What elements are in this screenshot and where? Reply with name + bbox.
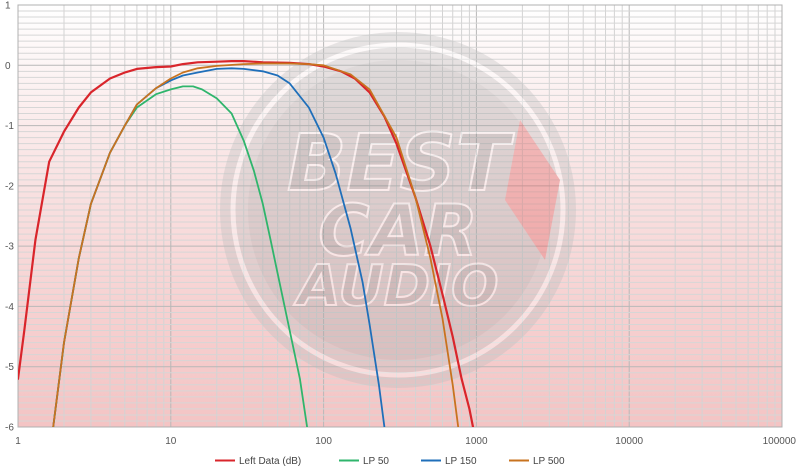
y-tick-label: -6	[5, 423, 14, 434]
x-tick-label: 10000	[615, 436, 643, 447]
x-tick-labels: 1 10 100 1000 10000 100000	[15, 436, 796, 447]
x-tick-label: 100	[315, 436, 332, 447]
y-tick-label: -4	[5, 302, 14, 313]
x-tick-label: 100000	[763, 436, 797, 447]
watermark-logo: BEST CAR AUDIO	[220, 32, 576, 388]
series-group	[18, 59, 475, 427]
watermark-word-best: BEST	[287, 119, 515, 209]
y-tick-label: 1	[5, 1, 11, 12]
grid-lines	[17, 4, 782, 428]
legend-label-3: LP 500	[533, 456, 565, 467]
series-line-0	[18, 59, 475, 427]
x-tick-label: 10	[165, 436, 177, 447]
y-tick-labels: 1 0 -1 -2 -3 -4 -5 -6	[5, 1, 14, 434]
watermark-word-audio: AUDIO	[293, 254, 498, 319]
series-line-3	[52, 62, 460, 427]
legend-label-1: LP 50	[363, 456, 389, 467]
y-tick-label: -1	[5, 121, 14, 132]
x-tick-label: 1	[15, 436, 21, 447]
legend-label-0: Left Data (dB)	[239, 456, 301, 467]
y-tick-label: -2	[5, 181, 14, 192]
y-tick-label: -5	[5, 362, 14, 373]
y-tick-label: -3	[5, 242, 14, 253]
legend: Left Data (dB) LP 50 LP 150 LP 500	[215, 456, 565, 467]
y-tick-label: 0	[5, 61, 11, 72]
legend-label-2: LP 150	[445, 456, 477, 467]
x-tick-label: 1000	[465, 436, 488, 447]
plot-border	[17, 4, 783, 428]
